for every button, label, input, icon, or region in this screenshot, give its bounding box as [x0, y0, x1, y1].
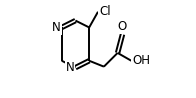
Text: N: N: [52, 21, 61, 34]
Text: OH: OH: [132, 54, 150, 67]
Text: N: N: [66, 61, 74, 74]
Text: O: O: [118, 20, 127, 33]
Text: Cl: Cl: [99, 5, 111, 18]
